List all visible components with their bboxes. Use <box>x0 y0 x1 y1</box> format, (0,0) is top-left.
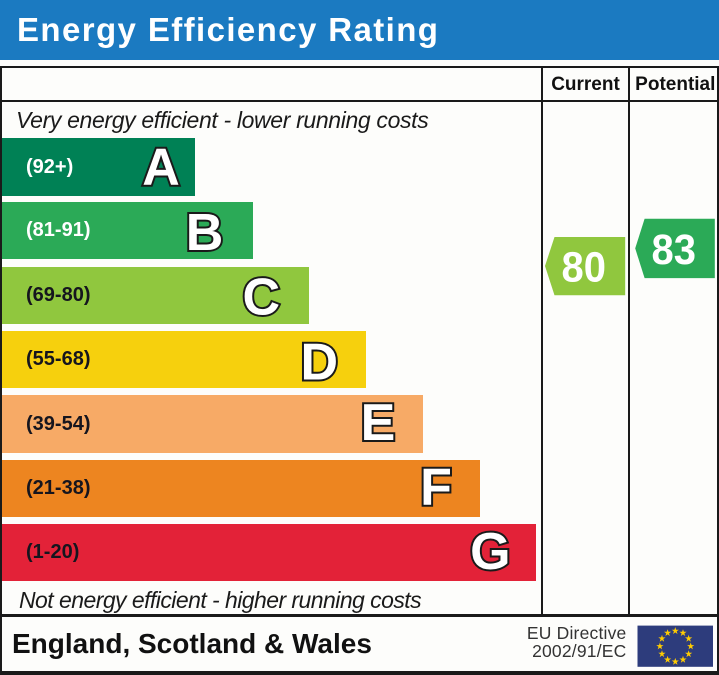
svg-text:C: C <box>243 269 281 327</box>
svg-text:E: E <box>361 394 396 452</box>
svg-text:B: B <box>186 204 224 262</box>
svg-text:D: D <box>301 333 339 391</box>
svg-text:F: F <box>420 459 452 517</box>
svg-text:G: G <box>470 523 510 581</box>
svg-text:A: A <box>142 139 180 197</box>
svg-text:83: 83 <box>651 225 695 274</box>
svg-text:80: 80 <box>562 242 606 291</box>
